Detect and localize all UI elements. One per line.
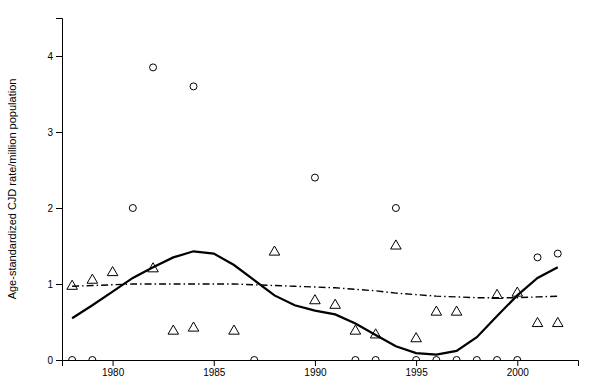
triangle-point [431, 306, 442, 315]
y-tick-mark [56, 132, 62, 133]
y-tick-mark [56, 56, 62, 57]
chart-container: 1980 1985 1990 1995 2000 0 1 2 3 4 Age-standardize… [0, 0, 600, 392]
triangle-point [229, 325, 240, 334]
x-tick-mark [517, 360, 518, 366]
circle-point [514, 357, 521, 361]
circle-point [473, 357, 480, 361]
triangle-point [107, 267, 118, 276]
circle-point [413, 357, 420, 361]
y-axis-line [56, 19, 63, 361]
x-axis: 1980 1985 1990 1995 2000 [63, 360, 579, 378]
x-tick-mark [315, 360, 316, 366]
line [72, 251, 558, 354]
triangle-point [67, 280, 78, 289]
circle-point [433, 357, 440, 361]
y-tick-mark [56, 360, 62, 361]
x-tick: 1995 [405, 360, 428, 378]
y-tick: 3 [47, 127, 62, 138]
triangle-point [168, 325, 179, 334]
y-tick-mark [56, 208, 62, 209]
circle-point [190, 83, 197, 90]
circle-point [311, 174, 318, 181]
x-tick: 2000 [507, 360, 530, 378]
triangle-point [87, 274, 98, 283]
y-tick: 2 [47, 203, 62, 214]
circle-point [554, 250, 561, 257]
circle-point [89, 357, 96, 361]
triangle-point [310, 295, 321, 304]
x-tick-label: 2000 [507, 367, 530, 378]
triangle-point [553, 317, 564, 326]
marks [67, 64, 563, 360]
x-tick: 1980 [102, 360, 125, 378]
triangle-point [411, 333, 422, 342]
x-tick-mark [416, 360, 417, 366]
triangle-point [391, 240, 402, 249]
plot-area: 1980 1985 1990 1995 2000 0 1 2 3 4 [47, 19, 578, 379]
y-axis-title: Age-standardized CJD rate/million popula… [6, 79, 18, 300]
y-tick-label: 3 [47, 127, 53, 138]
line [72, 284, 558, 298]
triangle-point [451, 306, 462, 315]
x-tick: 1990 [304, 360, 327, 378]
y-tick: 1 [47, 279, 62, 290]
y-tick-mark [56, 284, 62, 285]
y-tick-label: 1 [47, 279, 53, 290]
circle-point [129, 205, 136, 212]
x-tick: 1985 [203, 360, 226, 378]
circle-point [534, 254, 541, 261]
point-series [69, 64, 562, 360]
y-tick-label: 2 [47, 203, 53, 214]
chart: 1980 1985 1990 1995 2000 0 1 2 3 4 Age-standardize… [0, 0, 600, 392]
circle-point [69, 357, 76, 361]
triangle-point [532, 317, 543, 326]
triangle-point [269, 246, 280, 255]
triangle-point [330, 299, 341, 308]
x-axis-line [63, 361, 579, 367]
y-tick-label: 0 [47, 355, 53, 366]
x-tick-label: 1985 [203, 367, 226, 378]
y-tick: 0 [47, 355, 62, 366]
x-tick-label: 1990 [304, 367, 327, 378]
triangle-point [188, 322, 199, 331]
circle-point [251, 357, 258, 361]
y-axis: 0 1 2 3 4 [47, 19, 62, 366]
circle-point [453, 357, 460, 361]
x-tick-label: 1980 [102, 367, 125, 378]
x-tick-mark [113, 360, 114, 366]
circle-point [150, 64, 157, 71]
x-tick-label: 1995 [405, 367, 428, 378]
y-tick-label: 4 [47, 51, 53, 62]
circle-point [392, 205, 399, 212]
point-series [67, 240, 563, 342]
circle-point [494, 357, 501, 361]
x-tick-mark [214, 360, 215, 366]
circle-point [352, 357, 359, 361]
y-tick: 4 [47, 51, 62, 62]
circle-point [372, 357, 379, 361]
